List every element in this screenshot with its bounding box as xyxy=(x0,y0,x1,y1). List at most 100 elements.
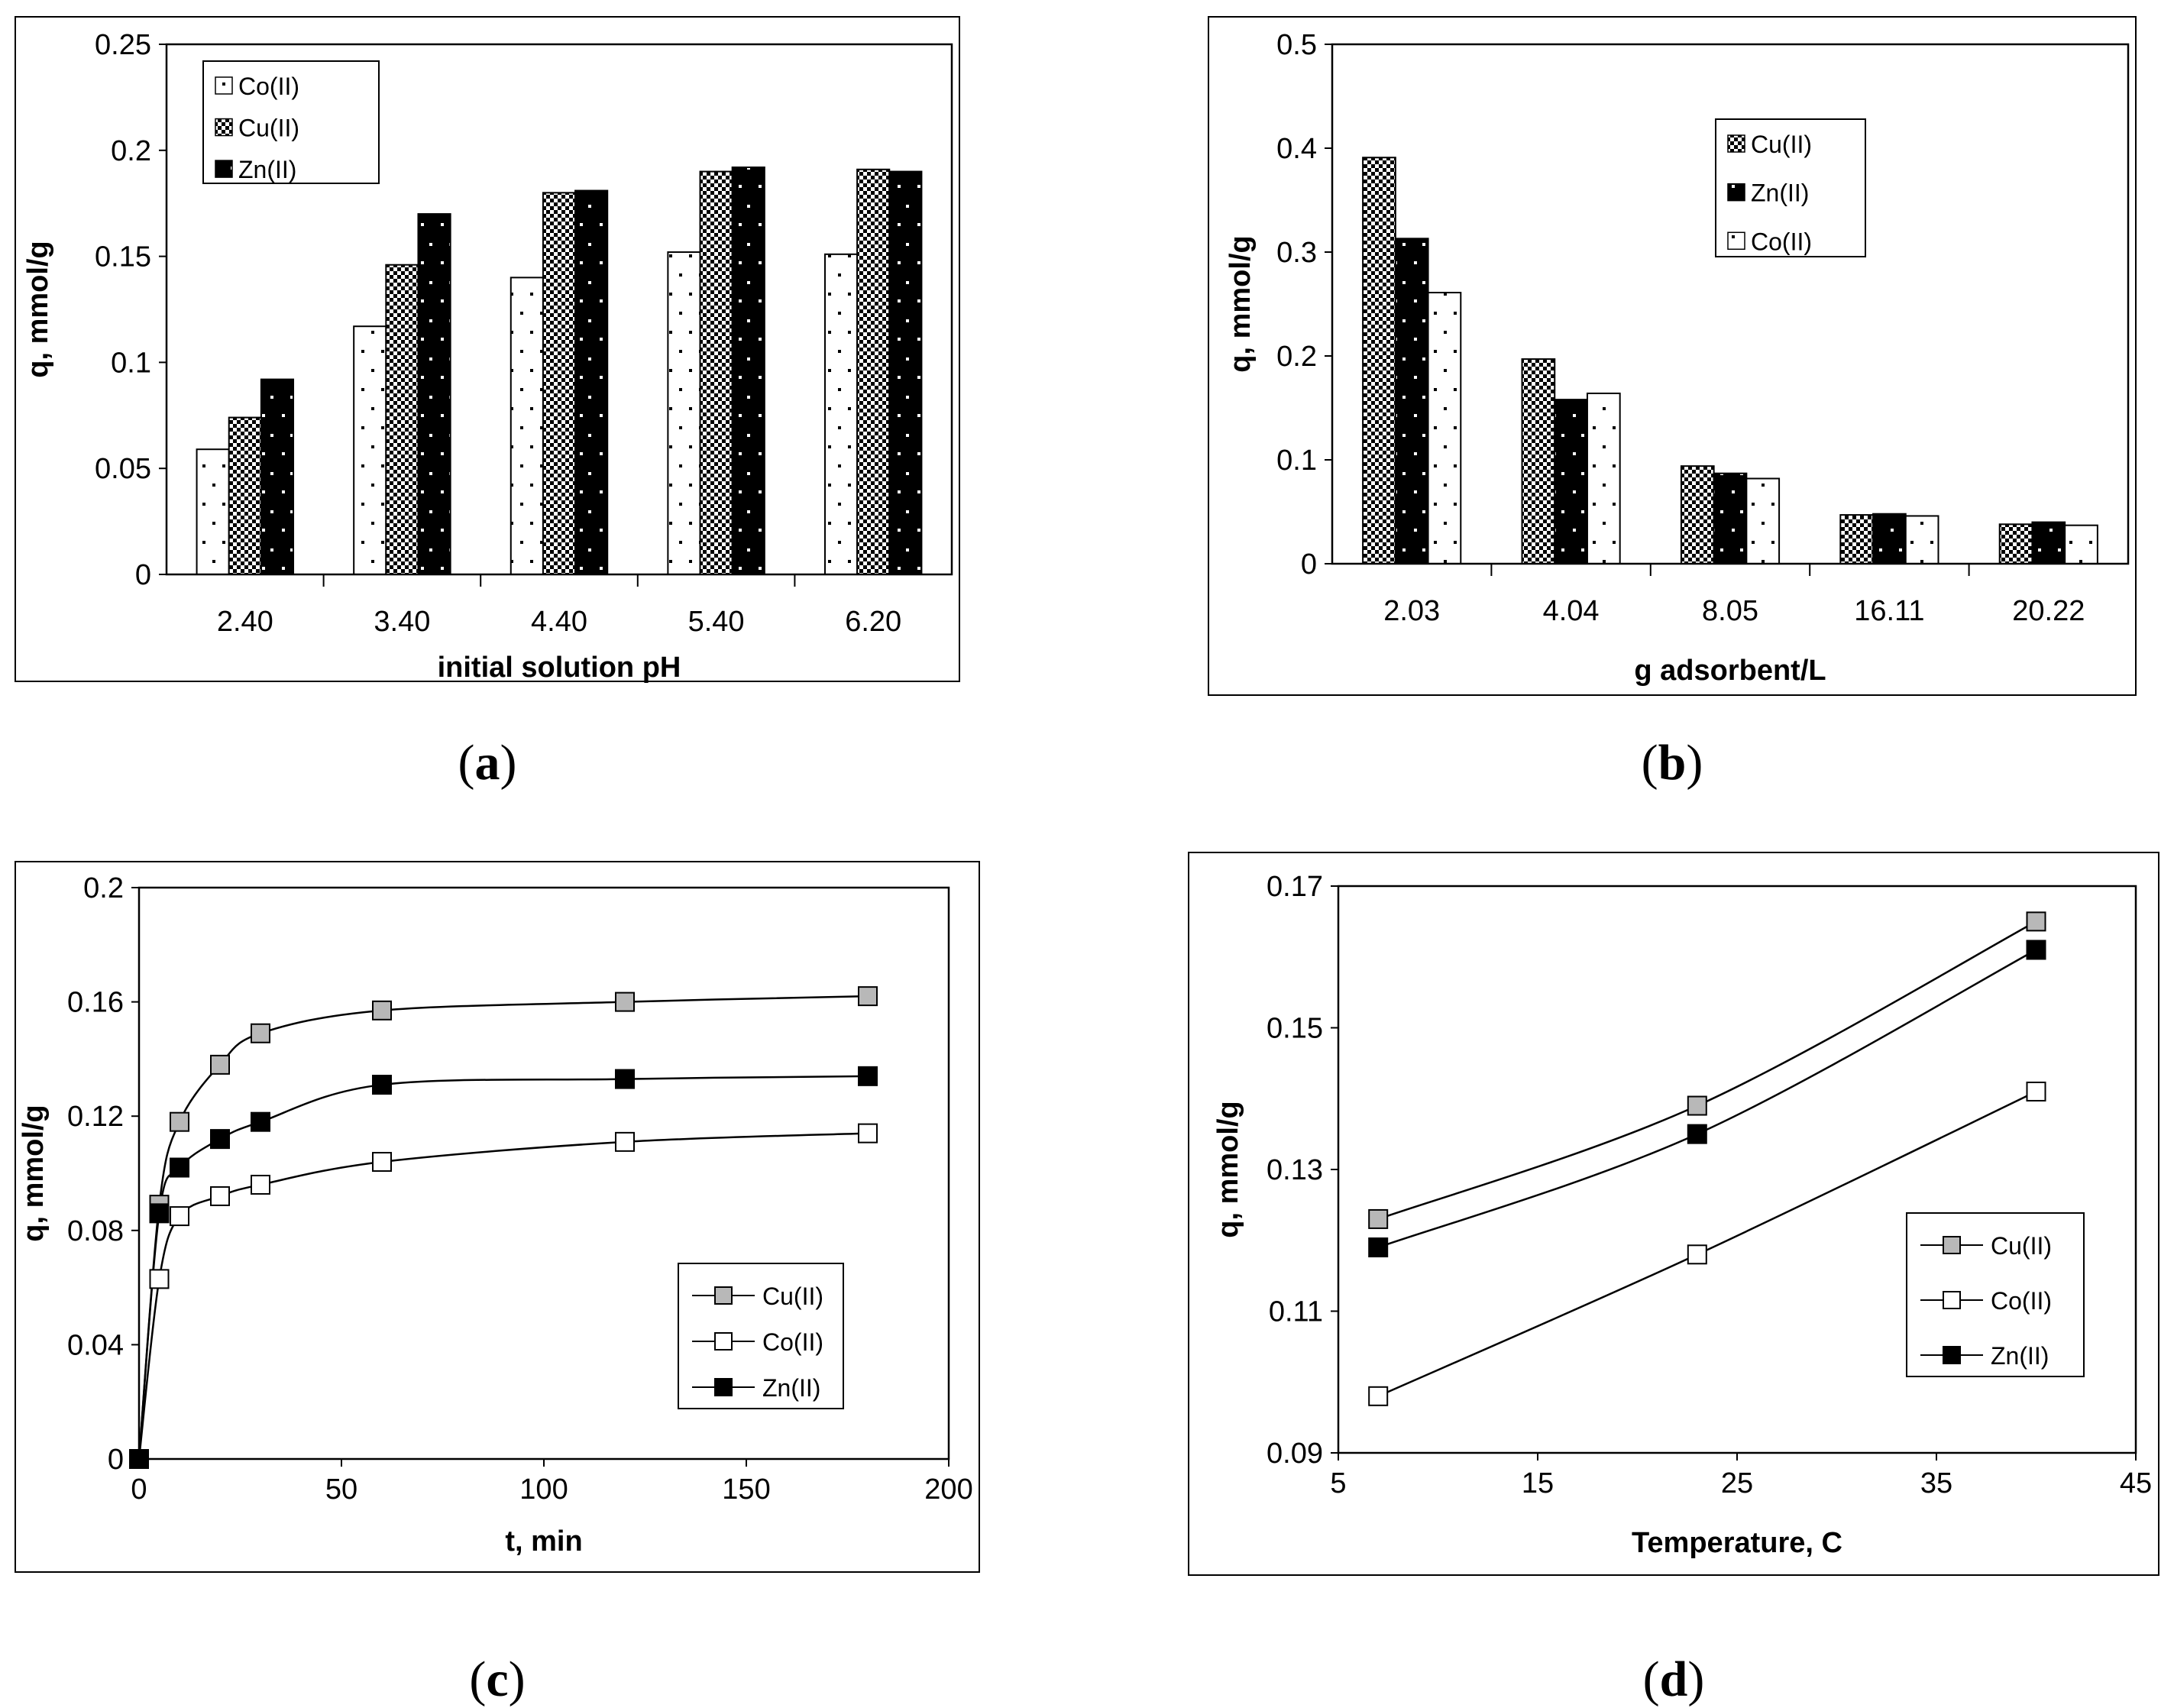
bar-znii-3.40 xyxy=(417,213,451,575)
bar-coii-3.40 xyxy=(353,325,387,575)
x-tick-label: 4.40 xyxy=(531,606,587,638)
point-znii xyxy=(1687,1124,1707,1144)
point-coii xyxy=(170,1206,189,1227)
point-coii xyxy=(615,1131,635,1152)
legend-label: Zn(II) xyxy=(762,1374,820,1402)
x-tick-label: 2.40 xyxy=(217,606,273,638)
caption-open: ( xyxy=(1643,1651,1660,1707)
caption-letter: c xyxy=(486,1651,508,1707)
caption-open: ( xyxy=(1642,735,1658,791)
point-znii xyxy=(149,1203,170,1224)
x-tick-label: 50 xyxy=(325,1473,357,1506)
chart-c: 0 0.04 0.08 0.12 0.16 0.2 q, mmol/g t, min (c) 0 5… xyxy=(15,861,980,1707)
point-coii xyxy=(1368,1386,1389,1406)
x-tick-label: 45 xyxy=(2120,1467,2152,1499)
legend-label: Cu(II) xyxy=(762,1283,823,1310)
point-coii xyxy=(2026,1081,2046,1101)
x-tick-label: 20.22 xyxy=(2012,595,2085,627)
x-tick-label: 2.03 xyxy=(1383,595,1440,627)
bar-cuii-4.04 xyxy=(1521,358,1556,564)
y-tick-label: 0.3 xyxy=(1276,237,1317,269)
x-tick-label: 25 xyxy=(1721,1467,1753,1499)
bar-cuii-16.11 xyxy=(1839,514,1875,565)
y-axis-title: q, mmol/g xyxy=(1224,235,1257,372)
bar-znii-6.20 xyxy=(888,170,923,575)
point-znii xyxy=(170,1157,189,1178)
y-tick-label: 0 xyxy=(108,1444,124,1476)
x-axis-title: t, min xyxy=(505,1525,582,1558)
y-tick-label: 0.4 xyxy=(1276,133,1317,165)
bar-cuii-20.22 xyxy=(1998,523,2033,565)
point-znii xyxy=(129,1449,149,1469)
bar-coii-2.40 xyxy=(196,448,230,575)
bar-znii-2.40 xyxy=(260,378,295,575)
bar-cuii-4.40 xyxy=(542,192,577,575)
panel-caption: (a) xyxy=(458,735,517,791)
point-cuii xyxy=(170,1111,189,1132)
point-coii xyxy=(1687,1244,1707,1265)
bar-znii-4.40 xyxy=(574,189,609,575)
bar-cuii-5.40 xyxy=(699,170,733,575)
point-coii xyxy=(149,1269,170,1289)
chart-a: 0 0.05 0.1 0.15 0.2 0.25 q, mmol/g initial solu… xyxy=(15,16,960,791)
bar-znii-16.11 xyxy=(1872,513,1907,564)
series-line-cuii xyxy=(1377,920,2037,1221)
y-tick-label: 0.12 xyxy=(67,1101,124,1133)
point-znii xyxy=(1368,1237,1389,1258)
legend-label: Cu(II) xyxy=(1751,131,1812,158)
plot-area-border xyxy=(1331,43,2130,565)
chart-frame xyxy=(1188,852,2159,1576)
point-coii xyxy=(251,1174,270,1195)
point-znii xyxy=(210,1129,230,1150)
point-cuii xyxy=(372,1000,392,1021)
caption-close: ) xyxy=(500,735,517,791)
y-axis-title: q, mmol/g xyxy=(22,241,54,377)
y-tick-label: 0.1 xyxy=(1276,445,1317,477)
legend-swatch-cuii xyxy=(1727,134,1745,153)
y-tick-label: 0.1 xyxy=(111,347,151,379)
legend-label: Co(II) xyxy=(762,1328,823,1356)
chart-frame xyxy=(15,861,980,1573)
bar-znii-2.03 xyxy=(1394,238,1429,564)
y-tick-label: 0.15 xyxy=(95,241,151,273)
legend-label: Co(II) xyxy=(238,73,299,100)
y-tick-label: 0.5 xyxy=(1276,29,1317,61)
bar-cuii-3.40 xyxy=(385,264,419,575)
x-tick-label: 16.11 xyxy=(1854,595,1924,627)
caption-letter: d xyxy=(1660,1651,1688,1707)
point-coii xyxy=(372,1152,392,1173)
legend-label: Co(II) xyxy=(1751,228,1812,255)
point-cuii xyxy=(1368,1208,1389,1229)
caption-close: ) xyxy=(509,1651,526,1707)
chart-b: 0 0.1 0.2 0.3 0.4 0.5 q, mmol/g g adsorbent/L (b… xyxy=(1208,16,2137,791)
bar-cuii-2.40 xyxy=(228,416,262,575)
caption-close: ) xyxy=(1686,735,1703,791)
x-tick-label: 35 xyxy=(1920,1467,1952,1499)
point-znii xyxy=(251,1111,270,1132)
legend-marker-coii xyxy=(1943,1291,1961,1309)
point-cuii xyxy=(2026,911,2046,932)
bar-znii-20.22 xyxy=(2031,521,2066,564)
legend-marker-znii xyxy=(714,1378,733,1396)
point-coii xyxy=(858,1123,878,1144)
panel-caption: (c) xyxy=(469,1651,525,1707)
y-tick-label: 0.05 xyxy=(95,453,151,485)
legend-marker-znii xyxy=(1943,1346,1961,1364)
point-znii xyxy=(2026,940,2046,960)
legend-box xyxy=(678,1263,844,1409)
bar-znii-8.05 xyxy=(1713,472,1748,564)
caption-close: ) xyxy=(1687,1651,1704,1707)
plot-area-border xyxy=(137,886,950,1461)
legend-label: Cu(II) xyxy=(238,115,299,142)
y-tick-label: 0.11 xyxy=(1269,1296,1323,1328)
plot-area-border xyxy=(1337,885,2137,1454)
y-tick-label: 0 xyxy=(135,559,151,591)
x-tick-label: 6.20 xyxy=(845,606,901,638)
point-cuii xyxy=(615,991,635,1012)
y-tick-label: 0.25 xyxy=(95,29,151,61)
bar-coii-5.40 xyxy=(667,251,701,575)
legend-label: Co(II) xyxy=(1991,1287,2052,1315)
bar-coii-6.20 xyxy=(823,253,859,575)
x-tick-label: 100 xyxy=(519,1473,568,1506)
x-tick-label: 5.40 xyxy=(688,606,745,638)
